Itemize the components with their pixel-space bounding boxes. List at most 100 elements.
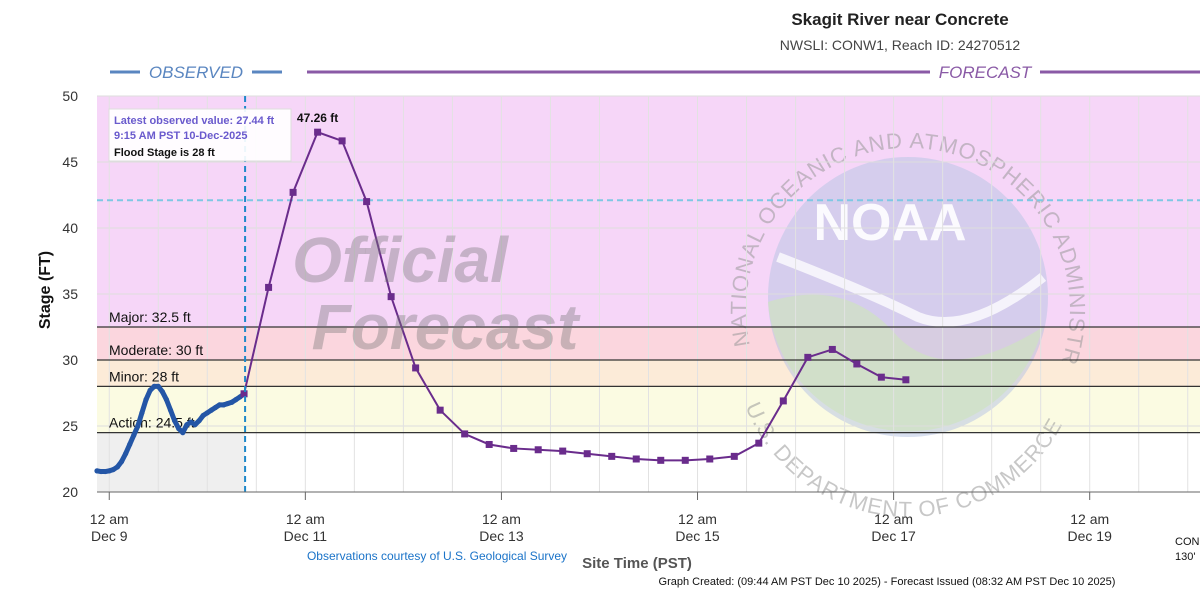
observed-point — [204, 410, 210, 416]
observed-point — [196, 418, 202, 424]
forecast-point — [657, 456, 665, 464]
stage-label: Minor: 28 ft — [109, 368, 179, 384]
y-tick-label: 50 — [62, 88, 78, 104]
latest-observed-text: Latest observed value: 27.44 ft — [114, 115, 275, 127]
forecast-point — [853, 360, 861, 368]
noaa-gull — [776, 252, 1047, 327]
observed-point — [184, 422, 190, 428]
stage-threshold-lines: Major: 32.5 ft Moderate: 30 ft Minor: 28 f… — [97, 199, 1200, 434]
forecast-point — [828, 345, 836, 353]
y-tick-label: 20 — [62, 484, 78, 500]
observed-point — [127, 441, 133, 448]
x-tick-label-time: 12 am — [678, 511, 717, 527]
x-axis-title: Site Time (PST) — [582, 555, 692, 572]
flood-stage-text: Flood Stage is 28 ft — [114, 147, 215, 159]
forecast-point — [510, 444, 518, 452]
y-axis-title: Stage (FT) — [37, 251, 54, 329]
forecast-point — [314, 128, 322, 136]
forecast-point — [289, 188, 297, 196]
series-layer — [94, 128, 910, 475]
y-tick-label: 25 — [62, 418, 78, 434]
forecast-point — [804, 353, 812, 361]
x-tick-label-date: Dec 15 — [675, 528, 720, 544]
watermark-official: Official — [292, 224, 509, 296]
forecast-header: FORECAST — [307, 63, 1200, 82]
observed-point — [188, 419, 194, 425]
observed-point — [135, 423, 141, 429]
x-tick-label-date: Dec 11 — [284, 528, 328, 544]
forecast-point — [755, 439, 763, 447]
forecast-point — [412, 364, 420, 372]
noaa-lower-wave — [768, 294, 1043, 432]
x-tick-label-time: 12 am — [90, 511, 129, 527]
footer-text: Graph Created: (09:44 AM PST Dec 10 2025… — [659, 576, 1116, 588]
forecast-point — [583, 450, 591, 458]
forecast-point — [461, 430, 469, 438]
forecast-label: FORECAST — [939, 63, 1033, 82]
chart-subtitle: NWSLI: CONW1, Reach ID: 24270512 — [780, 37, 1021, 53]
forecast-point — [706, 455, 714, 463]
observed-point — [114, 464, 121, 470]
forecast-point — [534, 446, 542, 454]
forecast-point — [265, 283, 273, 291]
observed-point — [110, 466, 116, 473]
forecast-point — [338, 137, 346, 145]
forecast-line — [243, 130, 906, 462]
forecast-point — [902, 376, 910, 384]
latest-observed-time: 9:15 AM PST 10-Dec-2025 — [114, 130, 248, 142]
edge-text-bottom: 130' — [1175, 551, 1195, 563]
y-tick-label: 30 — [62, 352, 78, 368]
observed-point — [143, 397, 149, 403]
edge-text-top: CON — [1175, 536, 1200, 548]
chart-title: Skagit River near Concrete — [791, 10, 1008, 29]
x-tick-label-time: 12 am — [1070, 511, 1109, 527]
observed-point — [98, 468, 104, 475]
annotations: 47.26 ft — [244, 96, 338, 492]
forecast-point — [608, 452, 616, 460]
watermark-forecast: Forecast — [312, 291, 581, 363]
x-tick-label-date: Dec 17 — [871, 528, 916, 544]
observed-point — [200, 412, 206, 419]
x-tick-label-time: 12 am — [286, 511, 325, 527]
observed-point — [94, 468, 100, 474]
observed-point — [212, 404, 219, 411]
observed-point — [225, 400, 231, 407]
observed-point — [167, 407, 174, 413]
observed-point — [106, 468, 112, 474]
observed-point — [159, 389, 165, 395]
x-tick-label-date: Dec 19 — [1068, 528, 1113, 544]
forecast-point — [436, 406, 444, 414]
observed-point — [176, 426, 182, 432]
observed-point — [122, 451, 129, 457]
forecast-point — [681, 456, 689, 464]
observed-point — [147, 387, 153, 393]
y-tick-label: 40 — [62, 220, 78, 236]
forecast-point — [632, 455, 640, 463]
noaa-text: NOAA — [813, 194, 966, 252]
stage-label: Major: 32.5 ft — [109, 309, 191, 325]
observed-point — [131, 432, 137, 438]
observed-label: OBSERVED — [149, 63, 243, 82]
x-tick-label-date: Dec 13 — [479, 528, 524, 544]
observed-point — [216, 402, 223, 408]
observed-point — [208, 407, 214, 413]
observed-point — [180, 430, 186, 436]
usgs-credit: Observations courtesy of U.S. Geological… — [307, 549, 567, 563]
forecast-point — [240, 390, 248, 398]
grid-lines — [97, 95, 1200, 493]
observed-point — [221, 402, 227, 408]
observed-point — [163, 397, 170, 403]
forecast-point — [485, 440, 493, 448]
observed-point — [118, 459, 125, 465]
stage-label: Moderate: 30 ft — [109, 342, 203, 358]
forecast-point — [387, 293, 395, 301]
forecast-point — [779, 397, 787, 405]
forecast-point — [877, 373, 885, 381]
observed-point — [229, 399, 235, 405]
info-box: Latest observed value: 27.44 ft 9:15 AM … — [108, 108, 292, 162]
forecast-point — [363, 198, 371, 206]
x-tick-label-time: 12 am — [482, 511, 521, 527]
observed-point — [155, 383, 161, 389]
